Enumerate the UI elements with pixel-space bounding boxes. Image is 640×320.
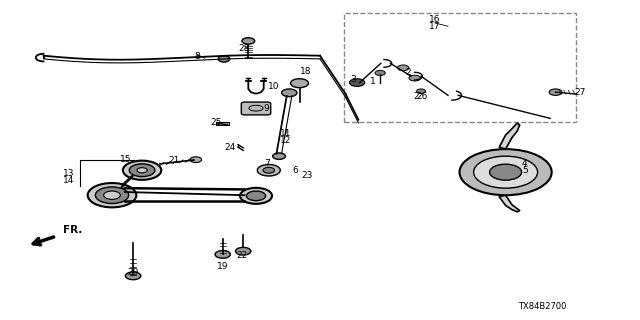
Text: 11: 11 bbox=[280, 129, 291, 138]
Polygon shape bbox=[499, 195, 520, 212]
Bar bbox=[344, 13, 576, 122]
Text: 2: 2 bbox=[413, 92, 419, 100]
Circle shape bbox=[125, 272, 141, 280]
Text: 14: 14 bbox=[63, 176, 75, 185]
Circle shape bbox=[409, 75, 420, 81]
Circle shape bbox=[291, 79, 308, 88]
Text: 13: 13 bbox=[63, 169, 75, 178]
Text: 12: 12 bbox=[280, 136, 291, 145]
Circle shape bbox=[215, 251, 230, 258]
Text: 6: 6 bbox=[293, 166, 298, 175]
Text: 10: 10 bbox=[268, 82, 280, 91]
Text: 18: 18 bbox=[300, 67, 312, 76]
Text: 21: 21 bbox=[168, 156, 180, 164]
Text: 19: 19 bbox=[217, 262, 228, 271]
Text: 26: 26 bbox=[417, 92, 428, 101]
Circle shape bbox=[490, 164, 522, 180]
Text: 9: 9 bbox=[264, 104, 269, 113]
Text: 28: 28 bbox=[239, 44, 250, 53]
Circle shape bbox=[474, 156, 538, 188]
Text: 24: 24 bbox=[225, 143, 236, 152]
Text: 20: 20 bbox=[127, 268, 139, 277]
Text: 5: 5 bbox=[522, 166, 527, 175]
Text: 16: 16 bbox=[429, 15, 441, 24]
Circle shape bbox=[349, 79, 365, 86]
Circle shape bbox=[263, 167, 275, 173]
Text: 2: 2 bbox=[406, 68, 411, 76]
Circle shape bbox=[137, 168, 147, 173]
Text: 23: 23 bbox=[301, 171, 313, 180]
Circle shape bbox=[397, 65, 409, 71]
Text: 3: 3 bbox=[351, 75, 356, 84]
Text: 4: 4 bbox=[522, 159, 527, 168]
Text: 22: 22 bbox=[236, 252, 248, 260]
Text: 1: 1 bbox=[370, 77, 375, 86]
Text: 17: 17 bbox=[429, 22, 441, 31]
Circle shape bbox=[549, 89, 562, 95]
Circle shape bbox=[282, 89, 297, 97]
Text: FR.: FR. bbox=[63, 225, 82, 235]
Polygon shape bbox=[499, 123, 520, 149]
Circle shape bbox=[460, 149, 552, 195]
Circle shape bbox=[236, 247, 251, 255]
Text: 15: 15 bbox=[120, 155, 131, 164]
Ellipse shape bbox=[218, 56, 230, 62]
Text: 7: 7 bbox=[265, 159, 270, 168]
Circle shape bbox=[375, 70, 385, 76]
Bar bbox=[216, 122, 229, 125]
Circle shape bbox=[129, 164, 155, 177]
Circle shape bbox=[242, 38, 255, 44]
Circle shape bbox=[104, 191, 120, 199]
Circle shape bbox=[273, 153, 285, 159]
Circle shape bbox=[417, 89, 426, 93]
Circle shape bbox=[240, 188, 272, 204]
Text: TX84B2700: TX84B2700 bbox=[518, 302, 567, 311]
Circle shape bbox=[95, 187, 129, 204]
Text: 27: 27 bbox=[574, 88, 586, 97]
Circle shape bbox=[257, 164, 280, 176]
Circle shape bbox=[190, 157, 202, 163]
Circle shape bbox=[246, 191, 266, 201]
Circle shape bbox=[123, 161, 161, 180]
Text: 25: 25 bbox=[211, 118, 222, 127]
Text: 8: 8 bbox=[195, 52, 200, 61]
FancyBboxPatch shape bbox=[241, 102, 271, 115]
Circle shape bbox=[88, 183, 136, 207]
